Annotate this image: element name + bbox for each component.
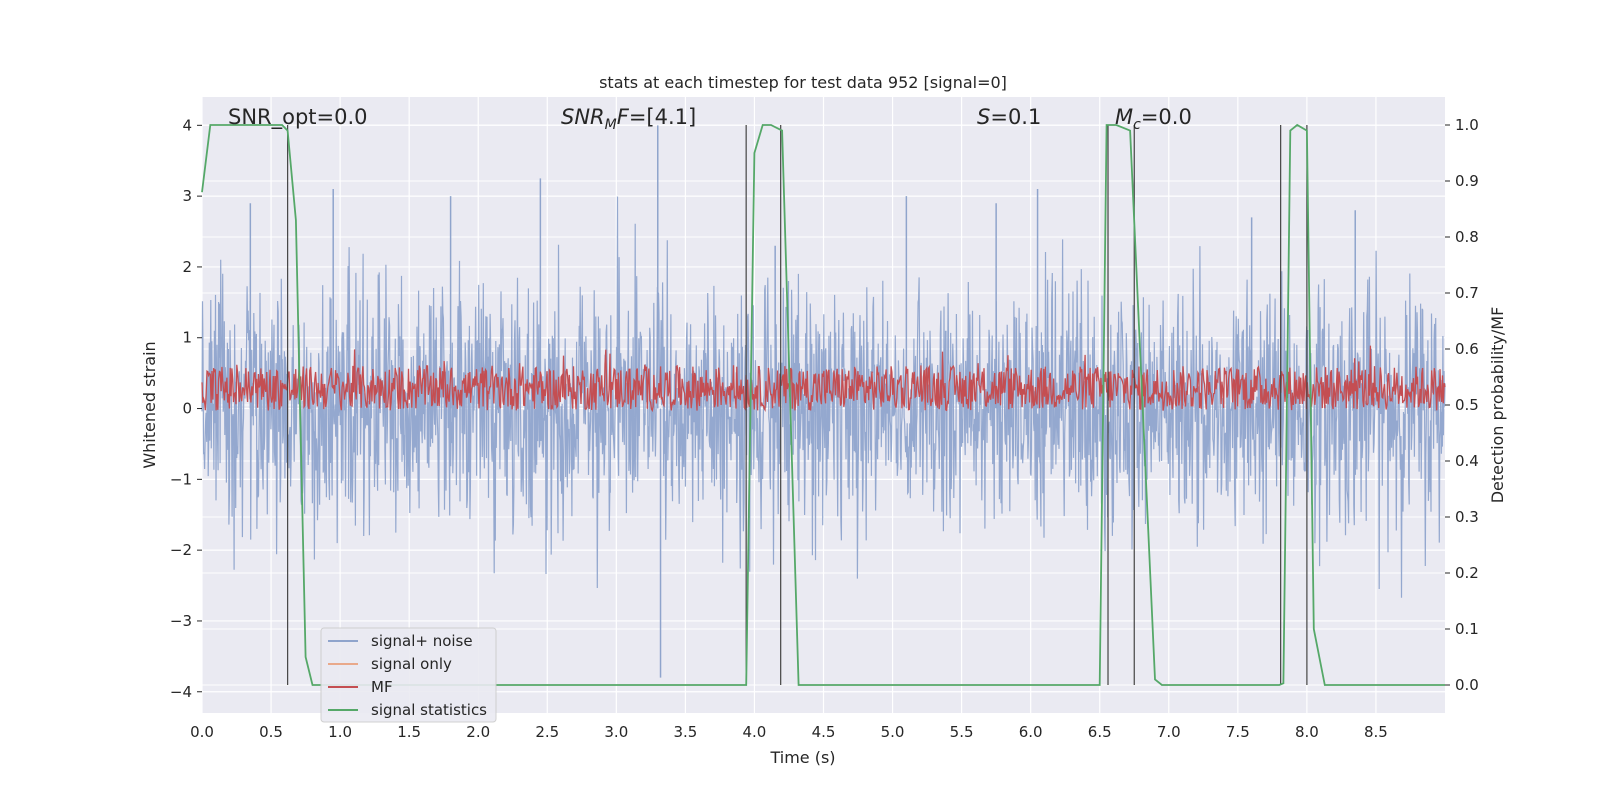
y-left-tick-label: 3 <box>182 187 192 205</box>
mf-line <box>201 345 1446 413</box>
x-tick-label: 7.0 <box>1157 723 1181 741</box>
x-tick-label: 5.0 <box>881 723 905 741</box>
annotation-snr-mf: SNRMF=[4.1] <box>561 105 696 133</box>
y-right-tick-label: 0.8 <box>1455 228 1479 246</box>
x-tick-label: 6.5 <box>1088 723 1112 741</box>
x-tick-label: 2.5 <box>535 723 559 741</box>
y-right-tick-label: 0.5 <box>1455 396 1479 414</box>
y-right-tick-label: 0.0 <box>1455 676 1479 694</box>
y-right-tick-label: 0.3 <box>1455 508 1479 526</box>
x-tick-label: 8.0 <box>1295 723 1319 741</box>
y-axis-right-label: Detection probability/MF <box>1488 307 1507 504</box>
y-axis-left-ticks: 4 3 2 1 0 −1 −2 −3 −4 <box>170 116 202 701</box>
x-tick-label: 8.5 <box>1364 723 1388 741</box>
x-tick-label: 5.5 <box>950 723 974 741</box>
y-right-tick-label: 0.1 <box>1455 620 1479 638</box>
x-tick-label: 0.5 <box>259 723 283 741</box>
legend-label-mf: MF <box>371 678 393 696</box>
y-left-tick-label: −1 <box>170 470 192 488</box>
signal-noise-line <box>201 196 1446 598</box>
annotation-mc: Mc=0.0 <box>1115 105 1192 133</box>
chart-title: stats at each timestep for test data 952… <box>599 73 1007 92</box>
mf-series <box>201 345 1446 413</box>
vertical-markers <box>287 125 1308 685</box>
y-right-tick-label: 0.6 <box>1455 340 1479 358</box>
x-tick-label: 3.0 <box>604 723 628 741</box>
annotation-s: S=0.1 <box>977 105 1041 129</box>
y-left-tick-label: −3 <box>170 612 192 630</box>
x-tick-label: 1.0 <box>328 723 352 741</box>
y-right-tick-label: 0.2 <box>1455 564 1479 582</box>
y-axis-left-label: Whitened strain <box>140 341 159 468</box>
x-tick-label: 6.0 <box>1019 723 1043 741</box>
x-tick-label: 7.5 <box>1226 723 1250 741</box>
legend: signal+ noise signal only MF signal stat… <box>320 627 497 723</box>
x-tick-label: 4.0 <box>743 723 767 741</box>
y-left-tick-label: −2 <box>170 541 192 559</box>
x-axis-ticks: 0.0 0.5 1.0 1.5 2.0 2.5 3.0 3.5 4.0 4.5 5.0 5.5 6.0 6… <box>190 723 1388 741</box>
x-tick-label: 4.5 <box>812 723 836 741</box>
signal-statistics-series <box>201 123 1445 686</box>
x-axis-label: Time (s) <box>769 748 835 767</box>
y-axis-right-ticks: 1.0 0.9 0.8 0.7 0.6 0.5 0.4 0.3 0.2 0.1 0.0 <box>1445 116 1479 694</box>
y-left-tick-label: −4 <box>170 683 192 701</box>
y-left-tick-label: 2 <box>182 258 192 276</box>
x-tick-label: 0.0 <box>190 723 214 741</box>
y-left-tick-label: 1 <box>182 329 192 347</box>
x-tick-label: 2.0 <box>466 723 490 741</box>
legend-box <box>320 627 497 723</box>
y-right-tick-label: 1.0 <box>1455 116 1479 134</box>
y-left-tick-label: 0 <box>182 400 192 418</box>
signal-statistics-line <box>201 123 1445 686</box>
x-tick-label: 3.5 <box>673 723 697 741</box>
x-tick-label: 1.5 <box>397 723 421 741</box>
legend-label-signal-only: signal only <box>371 655 452 673</box>
y-right-tick-label: 0.4 <box>1455 452 1479 470</box>
y-right-tick-label: 0.9 <box>1455 172 1479 190</box>
y-right-tick-label: 0.7 <box>1455 284 1479 302</box>
legend-label-signal-noise: signal+ noise <box>371 632 473 650</box>
signal-noise-series <box>201 125 1446 678</box>
y-left-tick-label: 4 <box>182 116 192 134</box>
annotation-snr-opt: SNR_opt=0.0 <box>228 105 368 130</box>
legend-label-signal-statistics: signal statistics <box>371 701 487 719</box>
